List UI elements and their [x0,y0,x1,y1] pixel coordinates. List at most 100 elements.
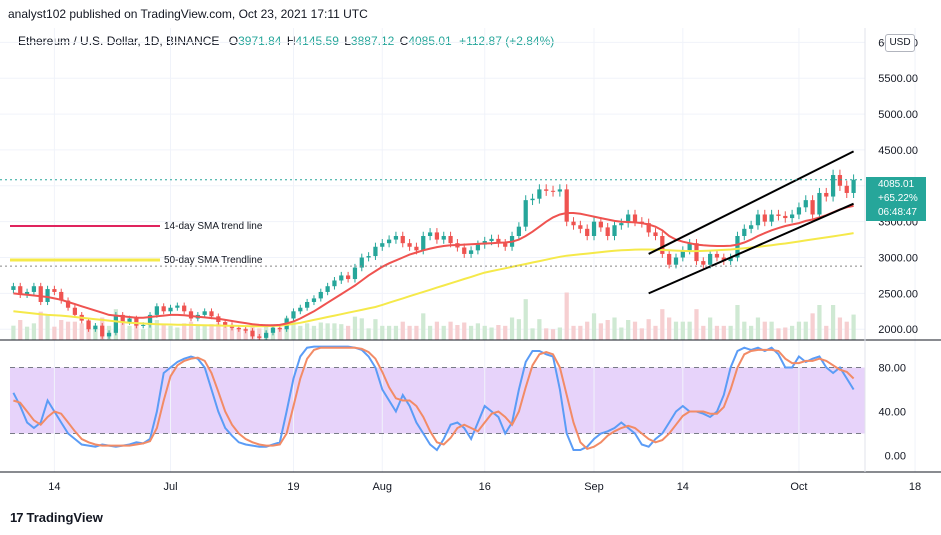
volume-bar [523,299,528,340]
volume-bar [161,324,166,340]
time-tick-label: Jul [163,481,177,493]
volume-bar [141,329,146,340]
volume-bar [120,321,125,340]
volume-bar [311,325,317,340]
candle-body [127,318,132,323]
volume-bar [598,323,603,340]
currency-button[interactable]: USD [885,34,915,52]
candle-body [298,307,303,312]
candle-body [120,314,125,323]
volume-bar [721,325,726,340]
volume-bar [694,309,699,340]
volume-bar [503,325,508,340]
sma50-line [13,232,854,328]
volume-bar [496,325,501,340]
candle-body [660,236,665,254]
time-tick-label: 14 [677,481,689,493]
candle-body [332,280,337,287]
candle-body [714,253,720,258]
volume-bar [564,292,569,340]
price-tick-label: 5000.00 [878,109,918,121]
volume-bar [18,320,23,340]
candle-body [86,320,91,330]
price-tick-label: 5500.00 [878,73,918,85]
candle-body [673,257,679,265]
stoch-band [10,367,865,434]
volume-bar [134,321,139,340]
volume-bar [489,327,494,340]
candle-body [605,227,610,236]
time-axis[interactable]: 14 Jul 19 Aug 16 Sep 14 Oct 18 [48,481,921,493]
volume-bar [803,321,808,340]
candle-body [571,221,576,226]
volume-bar [557,327,562,340]
volume-bar [475,323,481,340]
volume-bar [585,321,590,340]
volume-bar [755,317,761,340]
high-value: 4145.59 [295,34,339,48]
candle-body [277,327,282,330]
volume-bar [393,325,399,340]
trendlines [0,150,865,295]
volume-bar [817,305,822,340]
candle-body [325,286,330,292]
stoch-tick-label: 0.00 [885,451,906,463]
volume-bar [52,326,57,340]
candle-body [803,200,808,208]
volume-bar [175,327,180,340]
candle-body [653,232,658,236]
candles [11,169,856,341]
price-percent: +65.22% [878,193,918,204]
open-value: 3971.84 [238,34,282,48]
candle-body [810,200,815,215]
symbol-legend: Ethereum / U.S. Dollar, 1D, BINANCE O397… [18,34,554,48]
volume-bar [427,325,433,340]
candle-body [728,257,733,262]
candle-body [154,306,159,315]
candle-body [223,322,228,325]
candle-body [31,286,37,292]
candle-body [311,298,317,302]
close-value: 4085.01 [408,34,452,48]
volume-bar [632,321,638,340]
candle-body [462,247,467,254]
candle-body [680,250,685,258]
volume-bar [305,323,310,340]
candle-body [147,314,153,325]
stoch-d-line [13,346,855,451]
candle-body [632,214,638,222]
volume-bar [667,317,672,340]
candle-body [345,275,351,280]
tradingview-footer[interactable]: 17 TradingView [10,510,103,525]
volume-bar [59,320,64,340]
volume-bar [243,328,248,340]
candle-body [359,257,364,268]
volume-bar [24,326,30,340]
volume-bar [742,321,747,340]
volume-bar [639,328,644,340]
volume-bar [516,319,522,340]
volume-bar [762,321,767,340]
volume-bar [223,326,228,340]
candle-body [24,291,30,295]
volume-bar [680,321,685,340]
volume-bar [325,323,330,340]
volume-bar [359,318,364,340]
candle-body [742,228,747,236]
candle-body [93,325,98,330]
volume-bar [154,320,159,340]
stoch-axis[interactable]: 0.00 40.00 80.00 [878,363,906,463]
sma14-legend-label: 14-day SMA trend line [164,221,263,232]
volume-bar [537,319,542,340]
candle-body [264,332,269,338]
volume-bar [277,328,282,340]
volume-bar [209,324,214,340]
channel-trendline [648,202,854,295]
candle-body [202,311,207,315]
volume-bar [332,323,337,340]
symbol-name: Ethereum / U.S. Dollar, 1D, BINANCE [18,34,220,48]
volume-bar [482,325,487,340]
time-tick-label: 18 [909,481,921,493]
candle-body [817,192,822,215]
